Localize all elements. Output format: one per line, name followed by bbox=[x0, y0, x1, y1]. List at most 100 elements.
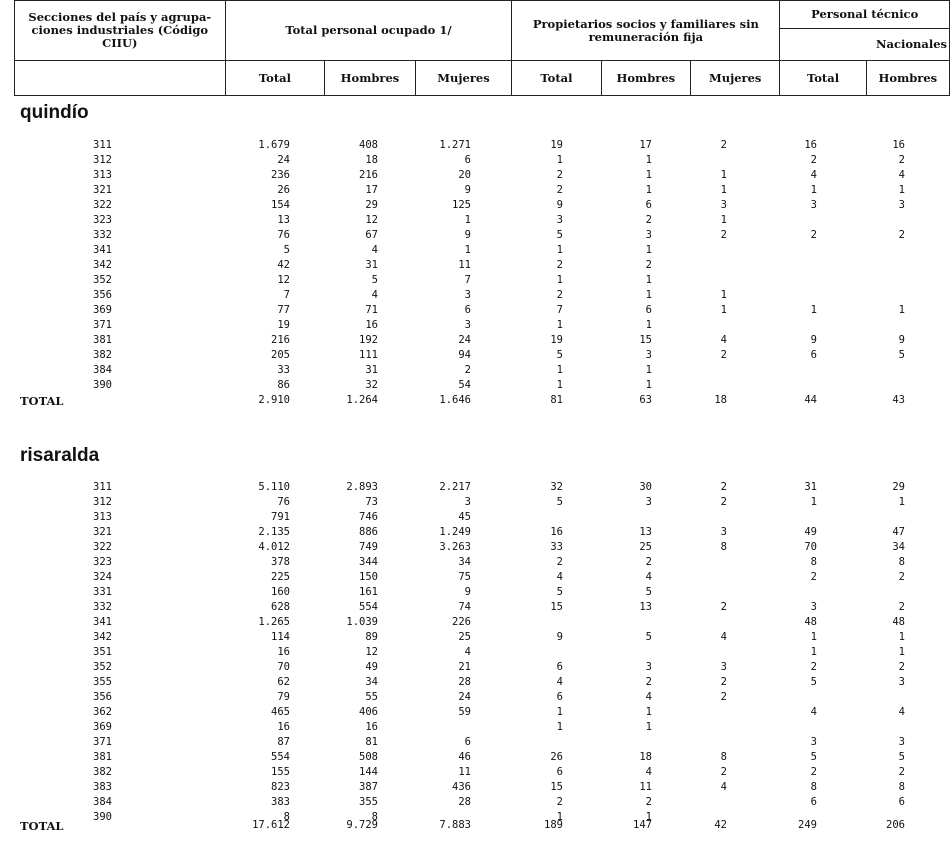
table-cell: 33 bbox=[277, 364, 290, 376]
table-cell: 2 bbox=[810, 229, 817, 241]
table-cell: 1 bbox=[898, 631, 905, 643]
ciiu-code: 311 bbox=[93, 139, 112, 151]
table-cell: 4 bbox=[810, 706, 817, 718]
subheader-tech-total: Total bbox=[779, 60, 867, 96]
ciiu-code: 352 bbox=[93, 274, 112, 286]
table-cell: 886 bbox=[359, 526, 378, 538]
ciiu-code: 381 bbox=[93, 334, 112, 346]
table-cell: 9 bbox=[556, 631, 563, 643]
table-cell: 3 bbox=[556, 214, 563, 226]
table-row: 351 16 12 4 1 1 bbox=[0, 645, 952, 660]
table-cell: 3 bbox=[645, 496, 652, 508]
table-cell: 1 bbox=[645, 289, 652, 301]
ciiu-code: 331 bbox=[93, 586, 112, 598]
table-cell: 2 bbox=[898, 661, 905, 673]
table-cell: 89 bbox=[365, 631, 378, 643]
subheader-owners-hombres: Hombres bbox=[600, 60, 692, 96]
table-cell: 2 bbox=[720, 766, 727, 778]
table-cell: 8 bbox=[898, 781, 905, 793]
table-cell: 2 bbox=[556, 556, 563, 568]
total-cell: 43 bbox=[892, 394, 905, 406]
table-cell: 1 bbox=[464, 214, 471, 226]
table-cell: 2 bbox=[556, 169, 563, 181]
total-cell: 147 bbox=[633, 819, 652, 831]
table-cell: 4 bbox=[645, 571, 652, 583]
table-cell: 17 bbox=[639, 139, 652, 151]
table-cell: 554 bbox=[271, 751, 290, 763]
table-cell: 628 bbox=[271, 601, 290, 613]
table-cell: 2.135 bbox=[258, 526, 290, 538]
table-cell: 3 bbox=[645, 229, 652, 241]
table-cell: 2 bbox=[810, 661, 817, 673]
table-cell: 3 bbox=[810, 199, 817, 211]
table-cell: 9 bbox=[464, 229, 471, 241]
table-cell: 192 bbox=[359, 334, 378, 346]
table-cell: 18 bbox=[365, 154, 378, 166]
table-cell: 1 bbox=[556, 244, 563, 256]
table-cell: 1 bbox=[720, 169, 727, 181]
table-cell: 13 bbox=[639, 526, 652, 538]
table-row: 352 70 49 21 6 3 3 2 2 bbox=[0, 660, 952, 675]
section-title: quindío bbox=[20, 102, 89, 123]
table-cell: 378 bbox=[271, 556, 290, 568]
table-row: 371 87 81 6 3 3 bbox=[0, 735, 952, 750]
table-cell: 1.679 bbox=[258, 139, 290, 151]
table-cell: 9 bbox=[898, 334, 905, 346]
table-cell: 8 bbox=[810, 556, 817, 568]
table-row: 390 8 8 1 1 bbox=[0, 810, 952, 825]
ciiu-code: 324 bbox=[93, 571, 112, 583]
ciiu-code: 323 bbox=[93, 556, 112, 568]
total-cell: 7.883 bbox=[439, 819, 471, 831]
table-row: 383 823 387 436 15 11 4 8 8 bbox=[0, 780, 952, 795]
table-cell: 2 bbox=[556, 184, 563, 196]
ciiu-code: 351 bbox=[93, 646, 112, 658]
total-cell: 2.910 bbox=[258, 394, 290, 406]
ciiu-code: 341 bbox=[93, 244, 112, 256]
ciiu-code: 384 bbox=[93, 364, 112, 376]
table-header: Secciones del país y agrupa-ciones indus… bbox=[14, 0, 951, 96]
total-cell: 42 bbox=[714, 819, 727, 831]
table-cell: 823 bbox=[271, 781, 290, 793]
total-cell: 44 bbox=[804, 394, 817, 406]
table-cell: 16 bbox=[804, 139, 817, 151]
table-cell: 1 bbox=[645, 364, 652, 376]
table-row: 355 62 34 28 4 2 2 5 3 bbox=[0, 675, 952, 690]
table-cell: 161 bbox=[359, 586, 378, 598]
table-cell: 2 bbox=[720, 601, 727, 613]
table-cell: 1 bbox=[645, 244, 652, 256]
table-cell: 5 bbox=[556, 349, 563, 361]
table-cell: 1 bbox=[645, 274, 652, 286]
ciiu-code: 352 bbox=[93, 661, 112, 673]
table-cell: 1 bbox=[464, 244, 471, 256]
table-cell: 28 bbox=[458, 676, 471, 688]
table-cell: 31 bbox=[365, 364, 378, 376]
table-cell: 1 bbox=[556, 154, 563, 166]
table-cell: 16 bbox=[277, 721, 290, 733]
table-cell: 87 bbox=[277, 736, 290, 748]
table-cell: 9 bbox=[464, 586, 471, 598]
table-cell: 31 bbox=[804, 481, 817, 493]
table-row: 381 216 192 24 19 15 4 9 9 bbox=[0, 333, 952, 348]
table-cell: 155 bbox=[271, 766, 290, 778]
table-row: 352 12 5 7 1 1 bbox=[0, 273, 952, 288]
table-cell: 2 bbox=[720, 691, 727, 703]
header-owners: Propietarios socios y familiares sin rem… bbox=[511, 0, 781, 61]
table-cell: 32 bbox=[365, 379, 378, 391]
table-row: 332 628 554 74 15 13 2 3 2 bbox=[0, 600, 952, 615]
table-row: 341 1.265 1.039 226 48 48 bbox=[0, 615, 952, 630]
ciiu-code: 322 bbox=[93, 199, 112, 211]
table-cell: 15 bbox=[550, 781, 563, 793]
table-row: 312 24 18 6 1 1 2 2 bbox=[0, 153, 952, 168]
table-cell: 5 bbox=[898, 349, 905, 361]
table-cell: 2 bbox=[898, 601, 905, 613]
table-cell: 6 bbox=[645, 304, 652, 316]
table-cell: 11 bbox=[639, 781, 652, 793]
table-cell: 1 bbox=[556, 811, 563, 823]
table-cell: 8 bbox=[283, 811, 290, 823]
table-row: 322 154 29 125 9 6 3 3 3 bbox=[0, 198, 952, 213]
table-cell: 2 bbox=[556, 796, 563, 808]
table-cell: 5 bbox=[810, 676, 817, 688]
table-cell: 4 bbox=[810, 169, 817, 181]
table-cell: 2 bbox=[645, 676, 652, 688]
table-cell: 4 bbox=[720, 781, 727, 793]
